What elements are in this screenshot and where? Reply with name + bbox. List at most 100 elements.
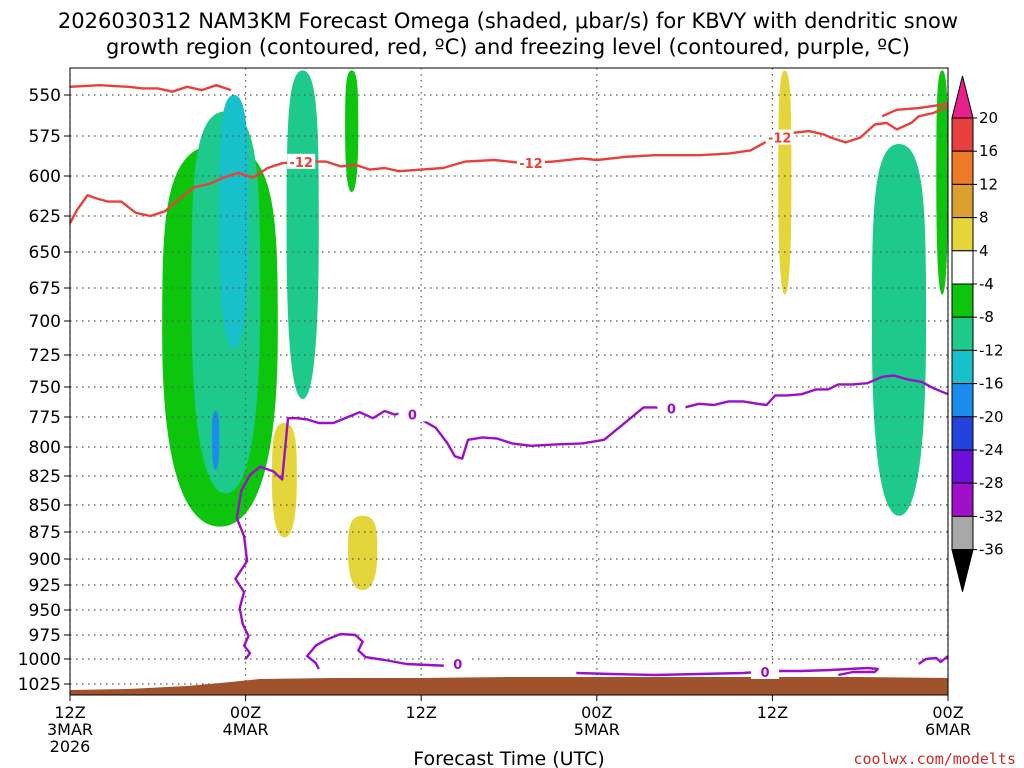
dgz-contour-line [68,105,949,224]
y-tick-label: 1025 [18,675,61,695]
colorbar-label: -24 [979,441,1004,459]
omega-region [936,70,948,295]
colorbar-bin [951,416,974,451]
colorbar-bin [951,250,974,285]
dgz-contour-upper-line [69,84,232,93]
colorbar-label: 16 [979,142,998,160]
colorbar-bin [951,349,974,385]
y-tick-label: 575 [29,127,61,147]
colorbar-label: 20 [979,109,998,127]
colorbar-label: -20 [979,408,1004,426]
y-tick-label: 850 [29,496,61,516]
y-tick-label: 950 [29,601,61,621]
dgz-contour-upper-line [881,102,949,118]
x-tick-label: 12Z [757,703,788,722]
x-tick-label: 4MAR [223,720,269,739]
omega-region [348,515,378,590]
y-tick-label: 975 [29,626,61,646]
freezing-contour-label: 0 [667,402,676,417]
y-tick-label: 925 [29,576,61,596]
colorbar-label: -36 [979,541,1004,559]
freezing-contour-label: 0 [761,666,770,681]
colorbar-bin [951,283,974,318]
colorbar-label: -16 [979,375,1004,393]
freezing-contour-label-bg [657,400,686,416]
terrain-layer [70,677,948,695]
y-tick-label: 550 [29,86,61,106]
x-tick-label: 12Z [54,703,85,722]
y-tick-label: 875 [29,523,61,543]
chart-title-line1: 2026030312 NAM3KM Forecast Omega (shaded… [58,9,958,33]
y-tick-label: 675 [29,279,61,299]
colorbar-label: -12 [979,341,1004,359]
chart-title-line2: growth region (contoured, red, ºC) and f… [106,35,910,59]
dgz-contour-label-bg [287,153,316,169]
dgz-contour-label: -12 [768,132,792,147]
y-tick-label: 1000 [18,650,61,670]
freezing-contour-label: 0 [453,658,462,673]
freezing-contour-label-bg [443,656,472,671]
colorbar-bin [951,482,974,517]
y-axis-ticks: 550 575 600 625 650 675 700 725 750 775 800 825 850 8… [18,86,70,695]
x-tick-label: 00Z [581,703,612,722]
freezing-contour-label: 0 [408,408,417,423]
terrain-surface [70,677,948,695]
dgz-contour-label: -12 [289,156,313,171]
colorbar-label: -8 [979,308,994,326]
colorbar-bin [951,117,974,152]
x-tick-label: 00Z [230,703,261,722]
colorbar-top-arrow [951,75,974,119]
omega-shading-layer [162,70,948,590]
x-tick-label: 3MAR [47,720,93,739]
freezing-contour-line [234,374,949,660]
colorbar-bin [951,515,974,551]
y-tick-label: 900 [29,550,61,570]
colorbar-label: 4 [979,242,989,260]
omega-region [271,423,297,538]
x-tick-label: 00Z [932,703,963,722]
colorbar-label: 12 [979,175,998,193]
y-tick-label: 600 [29,167,61,187]
freezing-contour-low-line [576,666,879,677]
y-tick-label: 650 [29,243,61,263]
omega-region [286,70,319,400]
colorbar-bin [951,383,974,418]
plot-area: -12 -12 -12 0 0 0 0 [68,67,949,696]
colorbar-bin [951,217,974,252]
contour-layer: -12 -12 -12 0 0 0 0 [68,84,949,681]
colorbar-label: -32 [979,507,1004,525]
dgz-contour-label-bg [516,154,545,170]
y-tick-label: 800 [29,438,61,458]
omega-region [211,411,220,471]
x-axis-label: Forecast Time (UTC) [413,748,604,768]
colorbar-bottom-arrow [951,549,974,592]
colorbar: 20 16 12 8 4 -4 -8 -12 -16 -20 -24 -28 -32 -36 [951,75,1004,592]
colorbar-bin [951,316,974,351]
x-tick-label: 2026 [50,737,91,756]
dgz-contour-label-bg [765,129,794,145]
omega-region [219,95,249,349]
freezing-contour-low-line [918,655,949,665]
freezing-contour-label-bg [751,664,780,679]
colorbar-label: -4 [979,275,994,293]
omega-region [345,70,359,192]
colorbar-bin [951,150,974,185]
y-tick-label: 625 [29,207,61,227]
y-tick-label: 725 [29,346,61,366]
omega-region [871,144,927,516]
freezing-contour-label-bg [398,406,427,422]
colorbar-bin [951,449,974,484]
y-tick-label: 825 [29,467,61,487]
x-tick-label: 5MAR [574,720,620,739]
x-tick-label: 6MAR [925,720,971,739]
grid-layer [69,68,949,695]
y-tick-label: 750 [29,378,61,398]
plot-frame [69,67,949,696]
omega-region [778,70,792,295]
x-tick-label: 12Z [406,703,437,722]
y-tick-label: 700 [29,312,61,332]
freezing-contour-low-line [305,632,466,670]
dgz-contour-label: -12 [519,157,543,172]
